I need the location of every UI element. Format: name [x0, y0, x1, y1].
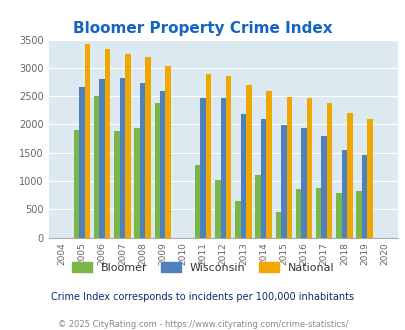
Bar [205, 74, 211, 238]
Text: © 2025 CityRating.com - https://www.cityrating.com/crime-statistics/: © 2025 CityRating.com - https://www.city… [58, 320, 347, 329]
Bar [74, 130, 79, 238]
Bar [139, 82, 145, 238]
Bar [346, 114, 352, 238]
Bar [200, 98, 205, 238]
Bar [260, 119, 266, 238]
Bar [94, 96, 99, 238]
Bar [275, 212, 280, 238]
Bar [215, 180, 220, 238]
Bar [104, 49, 110, 238]
Bar [335, 193, 341, 238]
Bar [134, 128, 139, 238]
Bar [245, 85, 251, 238]
Bar [114, 131, 119, 238]
Bar [315, 188, 321, 238]
Bar [306, 98, 311, 238]
Bar [341, 150, 346, 238]
Bar [99, 79, 104, 238]
Bar [154, 103, 160, 238]
Bar [266, 91, 271, 238]
Bar [326, 103, 332, 238]
Bar [79, 87, 85, 238]
Text: Bloomer Property Crime Index: Bloomer Property Crime Index [73, 21, 332, 36]
Bar [321, 136, 326, 238]
Bar [235, 201, 240, 238]
Bar [220, 98, 226, 238]
Bar [286, 97, 291, 238]
Bar [194, 165, 200, 238]
Bar [145, 56, 150, 238]
Bar [226, 76, 231, 238]
Bar [240, 114, 245, 238]
Bar [85, 44, 90, 238]
Text: Crime Index corresponds to incidents per 100,000 inhabitants: Crime Index corresponds to incidents per… [51, 292, 354, 302]
Bar [367, 119, 372, 238]
Bar [301, 128, 306, 238]
Bar [356, 191, 361, 238]
Bar [119, 78, 125, 238]
Bar [361, 155, 367, 238]
Bar [255, 175, 260, 238]
Bar [280, 125, 286, 238]
Bar [160, 90, 165, 238]
Legend: Bloomer, Wisconsin, National: Bloomer, Wisconsin, National [67, 258, 338, 278]
Bar [125, 54, 130, 238]
Bar [165, 66, 171, 238]
Bar [295, 189, 301, 238]
